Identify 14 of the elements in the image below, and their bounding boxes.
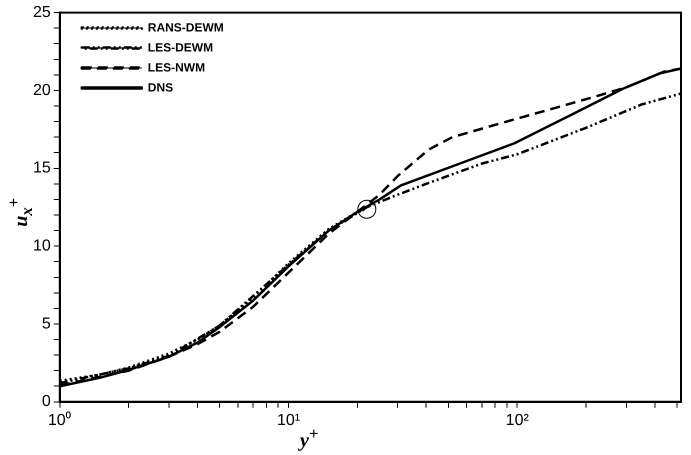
x-tick-label: 10¹	[276, 412, 300, 429]
x-tick-label: 10²	[506, 412, 530, 429]
y-tick-label: 25	[33, 4, 51, 22]
y-tick-label: 0	[42, 393, 51, 410]
y-tick-label: 20	[33, 82, 51, 99]
legend-label: RANS-DEWM	[148, 20, 224, 34]
y-tick-label: 5	[42, 315, 51, 332]
y-tick-label: 10	[33, 238, 51, 255]
legend-label: DNS	[148, 80, 174, 94]
x-axis-title: y$^{+}$	[300, 424, 318, 453]
legend-label: LES-NWM	[148, 60, 206, 74]
y-tick-label: 15	[33, 160, 51, 177]
legend-label: LES-DEWM	[148, 40, 214, 54]
x-tick-label: 10⁰	[48, 410, 72, 429]
